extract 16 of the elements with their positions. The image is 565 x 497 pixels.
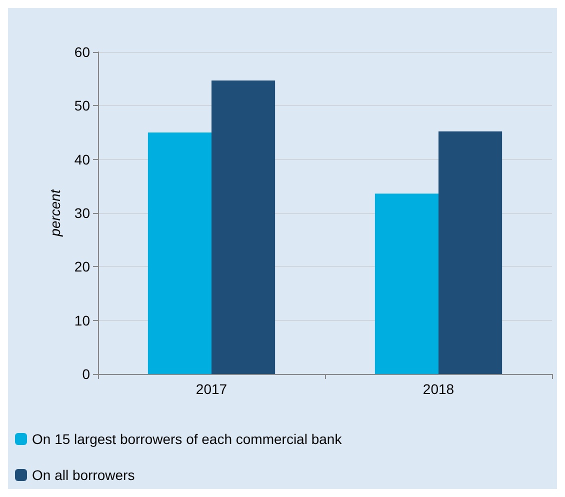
bar: [374, 194, 438, 374]
y-tick-label: 30: [74, 205, 90, 221]
x-tick-label: 2018: [422, 381, 454, 397]
legend-label: On all borrowers: [32, 467, 135, 483]
x-tick-label: 2017: [196, 381, 228, 397]
y-tick-label: 20: [74, 258, 90, 275]
y-tick-label: 50: [74, 98, 90, 114]
bar: [212, 80, 276, 374]
y-axis-title: percent: [47, 188, 63, 238]
legend-label: On 15 largest borrowers of each commercial bank: [32, 431, 343, 447]
bar: [438, 131, 502, 374]
y-tick-label: 10: [74, 312, 90, 328]
y-tick-label: 40: [74, 151, 90, 168]
bar: [148, 132, 212, 374]
y-tick-label: 0: [82, 366, 90, 382]
y-tick-label: 60: [74, 44, 90, 60]
